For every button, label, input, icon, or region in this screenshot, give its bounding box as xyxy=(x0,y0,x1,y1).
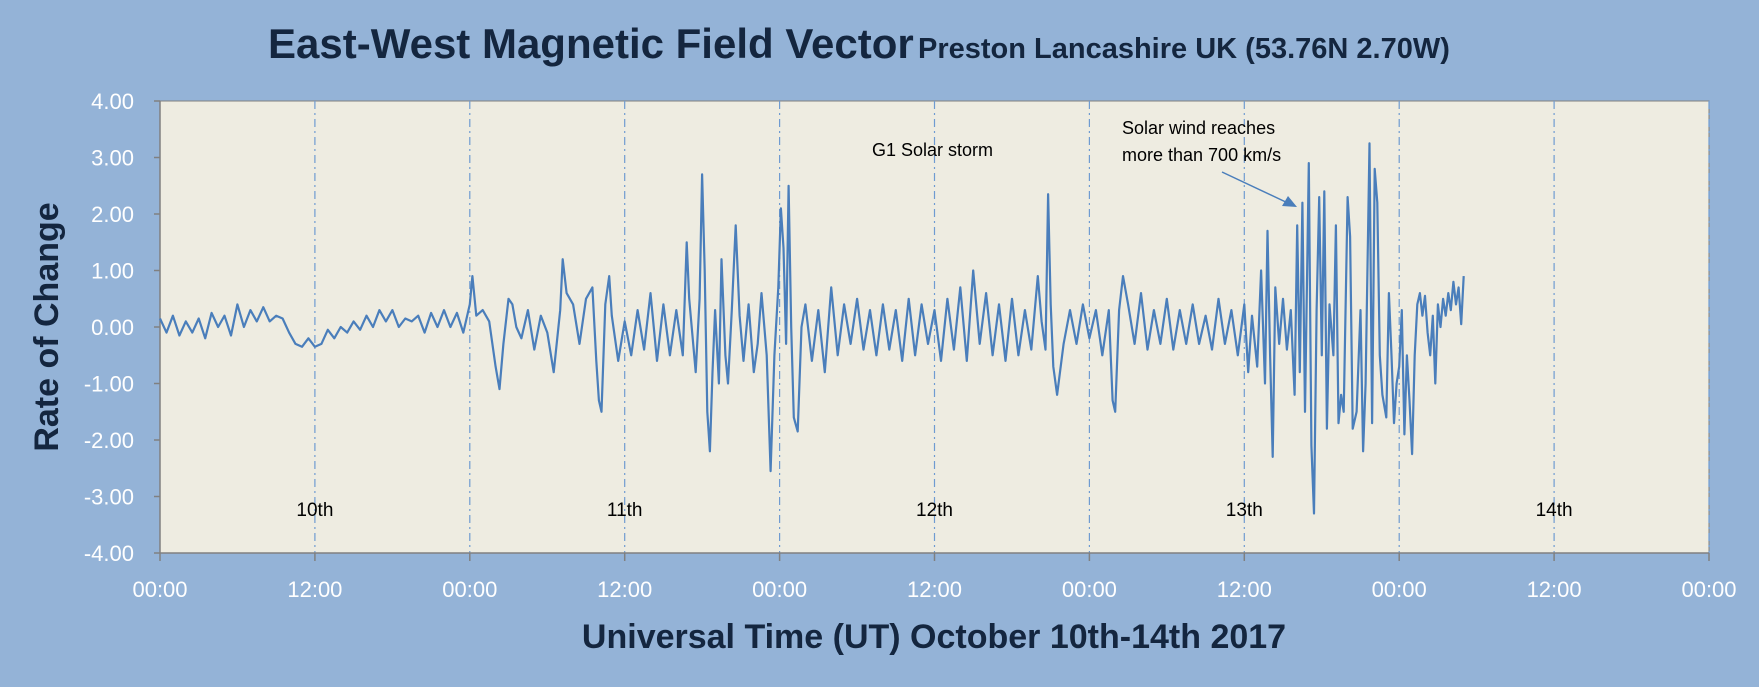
y-axis-title: Rate of Change xyxy=(28,202,66,451)
y-tick-labels: 4.00 3.00 2.00 1.00 0.00 -1.00 -2.00 -3.00 -4.00 xyxy=(84,89,134,566)
x-tick-label: 00:00 xyxy=(1372,577,1427,602)
day-label: 10th xyxy=(296,500,333,521)
x-tick-label: 12:00 xyxy=(597,577,652,602)
day-labels: 10th 11th 12th 13th 14th xyxy=(296,500,1572,521)
axes xyxy=(154,100,1710,561)
y-tick-label: -2.00 xyxy=(84,428,134,453)
annotation-g1-solar-storm: G1 Solar storm xyxy=(872,140,993,160)
y-tick-label: 1.00 xyxy=(91,259,134,284)
y-tick-label: -3.00 xyxy=(84,485,134,510)
x-tick-label: 00:00 xyxy=(132,577,187,602)
grid xyxy=(314,101,1710,553)
y-tick-label: 4.00 xyxy=(91,89,134,114)
x-tick-label: 12:00 xyxy=(287,577,342,602)
x-tick-labels: 00:00 12:00 00:00 12:00 00:00 12:00 00:00 12:00… xyxy=(132,577,1736,602)
x-tick-label: 00:00 xyxy=(442,577,497,602)
y-tick-label: 3.00 xyxy=(91,146,134,171)
day-label: 14th xyxy=(1536,500,1573,521)
annotation-solar-wind-line1: Solar wind reaches xyxy=(1122,118,1275,138)
y-tick-label: 0.00 xyxy=(91,315,134,340)
day-label: 11th xyxy=(607,500,643,521)
x-tick-label: 12:00 xyxy=(907,577,962,602)
x-tick-label: 12:00 xyxy=(1217,577,1272,602)
annotation-solar-wind-line2: more than 700 km/s xyxy=(1122,145,1281,165)
y-tick-label: -4.00 xyxy=(84,541,134,566)
day-label: 13th xyxy=(1226,500,1263,521)
annotation-arrow-line xyxy=(1221,171,1291,205)
x-tick-label: 00:00 xyxy=(1062,577,1117,602)
x-tick-label: 00:00 xyxy=(1681,577,1736,602)
day-label: 12th xyxy=(916,500,953,521)
series-line xyxy=(159,142,1465,515)
annotation-arrow-head xyxy=(1282,196,1297,207)
x-tick-label: 00:00 xyxy=(752,577,807,602)
series-group xyxy=(159,142,1465,515)
chart-title: East-West Magnetic Field Vector xyxy=(268,20,914,67)
x-axis-title: Universal Time (UT) October 10th-14th 20… xyxy=(582,618,1286,656)
x-tick-label: 12:00 xyxy=(1527,577,1582,602)
chart-subtitle: Preston Lancashire UK (53.76N 2.70W) xyxy=(918,33,1450,65)
y-tick-label: 2.00 xyxy=(91,202,134,227)
y-tick-label: -1.00 xyxy=(84,372,134,397)
